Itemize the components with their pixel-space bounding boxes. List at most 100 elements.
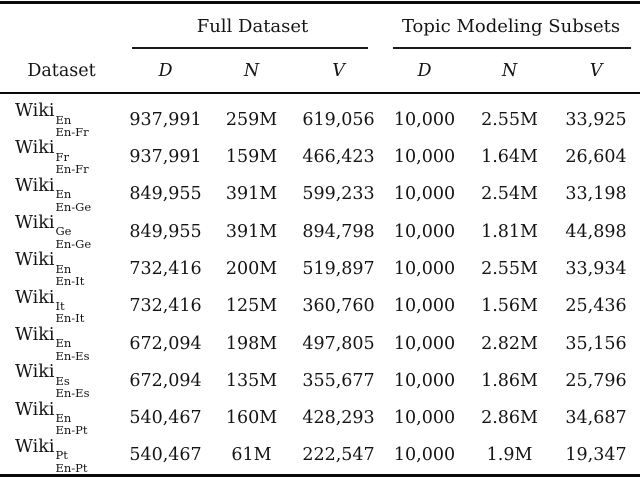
dataset-label-cell: Wiki En En-Fr: [0, 93, 123, 138]
subset-v-cell: 33,198: [565, 184, 627, 205]
dataset-subscript: En-Ge: [55, 199, 92, 214]
full-v-cell: 360,760: [302, 296, 375, 317]
table-row: Wiki En En-Fr 937,991 259M 619,056 10,000 2.55M…: [0, 93, 640, 138]
column-header-full-n: N: [208, 49, 295, 94]
cmidrule-full-dataset: [132, 47, 369, 49]
dataset-script-stack: En En-Es: [55, 337, 89, 362]
dataset-name: Wiki: [15, 362, 55, 383]
subset-d-cell: 10,000: [393, 296, 456, 317]
subset-v-cell: 25,436: [565, 296, 627, 317]
full-n-cell: 259M: [225, 109, 278, 130]
subset-n-cell: 2.55M: [481, 109, 538, 130]
table-body: Wiki En En-Fr 937,991 259M 619,056 10,000 2.55M…: [0, 93, 640, 476]
dataset-name: Wiki: [15, 101, 55, 121]
dataset-superscript: Es: [55, 373, 70, 388]
subset-d-cell: 10,000: [393, 258, 456, 279]
full-v-cell: 894,798: [302, 221, 375, 242]
full-n-cell: 160M: [225, 408, 278, 429]
dataset-subscript: En-Es: [55, 348, 90, 363]
group-label: Full Dataset: [196, 16, 309, 37]
full-n-cell: 198M: [225, 333, 278, 354]
full-n-cell: 61M: [231, 445, 272, 466]
cmidrule-topic-modeling-subsets: [393, 47, 632, 49]
dataset-script-stack: Es En-Es: [55, 373, 90, 401]
dataset-subscript: En-It: [55, 274, 85, 289]
dataset-superscript: En: [55, 336, 72, 351]
dataset-script-stack: Fr En-Fr: [55, 150, 89, 177]
column-header-subset-d: D: [382, 49, 468, 94]
full-n-cell: 200M: [225, 258, 278, 279]
dataset-subscript: En-Es: [55, 386, 90, 401]
dataset-superscript: It: [55, 299, 65, 314]
table-row: Wiki En En-Ge 849,955 391M 599,233 10,000 2.54M…: [0, 176, 640, 213]
table-row: Wiki Fr En-Fr 937,991 159M 466,423 10,000 1.64M…: [0, 138, 640, 175]
column-header-full-v: V: [295, 49, 383, 94]
full-v-cell: 466,423: [302, 146, 375, 167]
subset-v-cell: 25,796: [565, 370, 627, 391]
group-header-row: Full Dataset Topic Modeling Subsets: [0, 3, 640, 50]
table-row: Wiki En En-It 732,416 200M 519,897 10,000 2.55M…: [0, 250, 640, 287]
column-header-subset-n: N: [467, 49, 553, 94]
dataset-subscript: En-Pt: [55, 460, 88, 475]
column-header-dataset: Dataset: [0, 49, 123, 94]
dataset-label-cell: Wiki En En-Pt: [0, 400, 123, 437]
subset-v-cell: 33,934: [565, 258, 627, 279]
dataset-script-stack: En En-Fr: [55, 113, 89, 139]
dataset-label-cell: Wiki En En-It: [0, 250, 123, 287]
full-d-cell: 672,094: [129, 370, 202, 391]
group-header-full-dataset: Full Dataset: [123, 3, 382, 49]
dataset-label-cell: Wiki It En-It: [0, 288, 123, 325]
dataset-script-stack: It En-It: [55, 300, 84, 325]
dataset-subscript: En-Fr: [55, 162, 89, 177]
subset-d-cell: 10,000: [393, 184, 456, 205]
full-n-cell: 391M: [225, 184, 278, 205]
subset-v-cell: 33,925: [565, 109, 627, 130]
dataset-name: Wiki: [15, 250, 55, 271]
column-header-subset-v: V: [552, 49, 640, 94]
full-v-cell: 222,547: [302, 445, 375, 466]
dataset-script-stack: En En-Ge: [55, 188, 91, 213]
full-d-cell: 540,467: [129, 445, 202, 466]
dataset-name: Wiki: [15, 212, 55, 233]
subset-d-cell: 10,000: [393, 333, 456, 354]
column-header-row: Dataset D N V D N V: [0, 49, 640, 94]
subset-d-cell: 10,000: [393, 445, 456, 466]
dataset-label-cell: Wiki En En-Es: [0, 325, 123, 362]
dataset-name: Wiki: [15, 175, 55, 196]
dataset-name: Wiki: [15, 324, 55, 345]
subset-n-cell: 1.9M: [486, 445, 533, 466]
dataset-script-stack: Pt En-Pt: [55, 449, 87, 474]
dataset-label-cell: Wiki Es En-Es: [0, 362, 123, 399]
full-v-cell: 355,677: [302, 370, 375, 391]
subset-d-cell: 10,000: [393, 109, 456, 130]
subset-v-cell: 26,604: [565, 146, 627, 167]
dataset-name: Wiki: [15, 287, 55, 308]
group-header-spacer: [0, 3, 123, 50]
full-d-cell: 672,094: [129, 333, 202, 354]
dataset-name: Wiki: [15, 436, 55, 457]
subset-v-cell: 19,347: [565, 445, 627, 466]
dataset-name: Wiki: [15, 138, 55, 159]
group-label: Topic Modeling Subsets: [401, 16, 621, 37]
dataset-subscript: En-Pt: [55, 423, 88, 438]
full-n-cell: 125M: [225, 296, 278, 317]
full-d-cell: 849,955: [129, 184, 202, 205]
subset-v-cell: 44,898: [565, 221, 627, 242]
dataset-superscript: Ge: [55, 224, 72, 239]
full-d-cell: 732,416: [129, 296, 202, 317]
full-n-cell: 391M: [225, 221, 278, 242]
subset-d-cell: 10,000: [393, 221, 456, 242]
dataset-subscript: En-Fr: [55, 124, 89, 139]
dataset-label-cell: Wiki Ge En-Ge: [0, 213, 123, 250]
column-header-full-d: D: [123, 49, 208, 94]
full-v-cell: 519,897: [302, 258, 375, 279]
full-n-cell: 159M: [225, 146, 278, 167]
subset-n-cell: 2.82M: [481, 333, 538, 354]
table-row: Wiki En En-Pt 540,467 160M 428,293 10,000 2.86M…: [0, 400, 640, 437]
dataset-subscript: En-It: [55, 311, 85, 326]
full-v-cell: 599,233: [302, 184, 375, 205]
subset-n-cell: 2.54M: [481, 184, 538, 205]
subset-d-cell: 10,000: [393, 370, 456, 391]
full-v-cell: 619,056: [302, 109, 375, 130]
